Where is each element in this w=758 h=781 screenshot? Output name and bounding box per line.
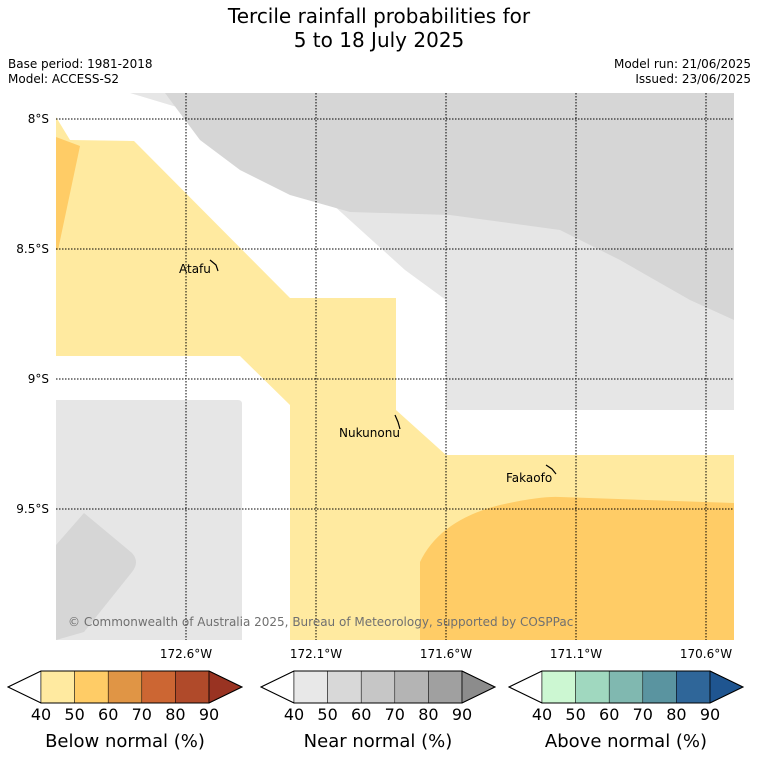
base-period: Base period: 1981-2018 xyxy=(8,57,153,71)
colorbar-title: Near normal (%) xyxy=(304,731,453,752)
colorbar-outline xyxy=(259,670,497,704)
colorbar-segment xyxy=(676,670,711,704)
island-atafu-coast xyxy=(209,259,219,272)
colorbar-tick-label: 80 xyxy=(418,705,438,724)
below-normal-region-bottom-right-mid xyxy=(420,496,734,640)
colorbar-extend-low xyxy=(508,670,543,704)
map-area[interactable]: Atafu Nukunonu Fakaofo © Commonwealth of… xyxy=(56,93,734,640)
colorbar-extend-high xyxy=(461,670,496,704)
place-label-fakaofo: Fakaofo xyxy=(506,471,552,485)
map-title: Tercile rainfall probabilities for 5 to … xyxy=(0,4,758,52)
copyright-notice: © Commonwealth of Australia 2025, Bureau… xyxy=(68,615,573,629)
meta-right: Model run: 21/06/2025 Issued: 23/06/2025 xyxy=(614,57,751,87)
island-fakaofo-coast xyxy=(545,464,557,475)
colorbar-segment xyxy=(360,670,396,704)
colorbar-extend-high xyxy=(208,670,243,704)
colorbar-tick-label: 70 xyxy=(633,705,653,724)
colorbar-near-normal: 40 50 60 70 80 90 Near normal (%) xyxy=(259,670,497,752)
colorbar-tick-label: 40 xyxy=(31,705,51,724)
colorbar-extend-low xyxy=(7,670,42,704)
colorbar-tick-label: 80 xyxy=(666,705,686,724)
colorbar-tick-label: 50 xyxy=(64,705,84,724)
colorbar-tick-label: 70 xyxy=(385,705,405,724)
colorbar-segment xyxy=(40,670,75,704)
gridlines xyxy=(56,93,734,640)
model-run: Model run: 21/06/2025 xyxy=(613,57,751,71)
lon-label-171-1: 171.1°W xyxy=(550,647,602,661)
place-label-atafu: Atafu xyxy=(179,262,211,276)
lon-label-172-1: 172.1°W xyxy=(290,647,342,661)
lon-label-170-6: 170.6°W xyxy=(680,647,732,661)
islands xyxy=(209,259,557,475)
colorbar-tick-label: 80 xyxy=(165,705,185,724)
colorbar-tick-label: 60 xyxy=(599,705,619,724)
colorbar-segment xyxy=(608,670,644,704)
island-nukunonu-coast xyxy=(394,414,401,430)
place-label-nukunonu: Nukunonu xyxy=(339,426,400,440)
colorbar-segment xyxy=(107,670,143,704)
lon-label-172-6: 172.6°W xyxy=(160,647,212,661)
title-line-1: Tercile rainfall probabilities for xyxy=(227,4,531,28)
colorbar-tick-label: 90 xyxy=(700,705,720,724)
colorbar-tick-label: 60 xyxy=(98,705,118,724)
below-normal-region-left-mid xyxy=(56,137,80,250)
colorbar-above-normal: 40 50 60 70 80 90 Above normal (%) xyxy=(507,670,745,752)
colorbar-segment xyxy=(575,670,610,704)
colorbar-outline xyxy=(507,670,745,704)
colorbar-extend-high xyxy=(709,670,744,704)
colorbar-tick-label: 40 xyxy=(284,705,304,724)
colorbar-outline xyxy=(6,670,244,704)
colorbar-extend-low xyxy=(260,670,295,704)
lon-label-171-6: 171.6°W xyxy=(420,647,472,661)
model-name: Model: ACCESS-S2 xyxy=(8,72,120,86)
colorbar-tick-label: 50 xyxy=(317,705,337,724)
colorbar-segment xyxy=(74,670,109,704)
colorbar-segment xyxy=(141,670,176,704)
lat-label-9-5: 9.5°S xyxy=(16,502,49,516)
issued-date: Issued: 23/06/2025 xyxy=(635,72,751,86)
colorbar-tick-label: 70 xyxy=(132,705,152,724)
colorbar-segment xyxy=(293,670,328,704)
title-line-2: 5 to 18 July 2025 xyxy=(293,28,465,52)
colorbar-tick-label: 40 xyxy=(532,705,552,724)
near-normal-region-top-mid xyxy=(165,93,734,320)
meta-left: Base period: 1981-2018 Model: ACCESS-S2 xyxy=(8,57,153,87)
colorbar-segment xyxy=(175,670,210,704)
colorbar-segment xyxy=(642,670,677,704)
colorbar-below-normal: 40 50 60 70 80 90 Below normal (%) xyxy=(6,670,244,752)
near-normal-region-bottom-left-mid xyxy=(56,513,136,640)
colorbar-tick-label: 90 xyxy=(199,705,219,724)
colorbar-segment xyxy=(327,670,362,704)
colorbar-segment xyxy=(541,670,576,704)
lat-label-9: 9°S xyxy=(28,372,49,386)
colorbar-tick-label: 90 xyxy=(452,705,472,724)
colorbar-title: Below normal (%) xyxy=(45,731,205,752)
colorbar-title: Above normal (%) xyxy=(545,731,707,752)
lat-label-8: 8°S xyxy=(28,112,49,126)
colorbar-segment xyxy=(394,670,429,704)
colorbar-tick-label: 50 xyxy=(565,705,585,724)
colorbar-segment xyxy=(428,670,463,704)
lat-label-8-5: 8.5°S xyxy=(16,242,49,256)
colorbar-tick-label: 60 xyxy=(351,705,371,724)
